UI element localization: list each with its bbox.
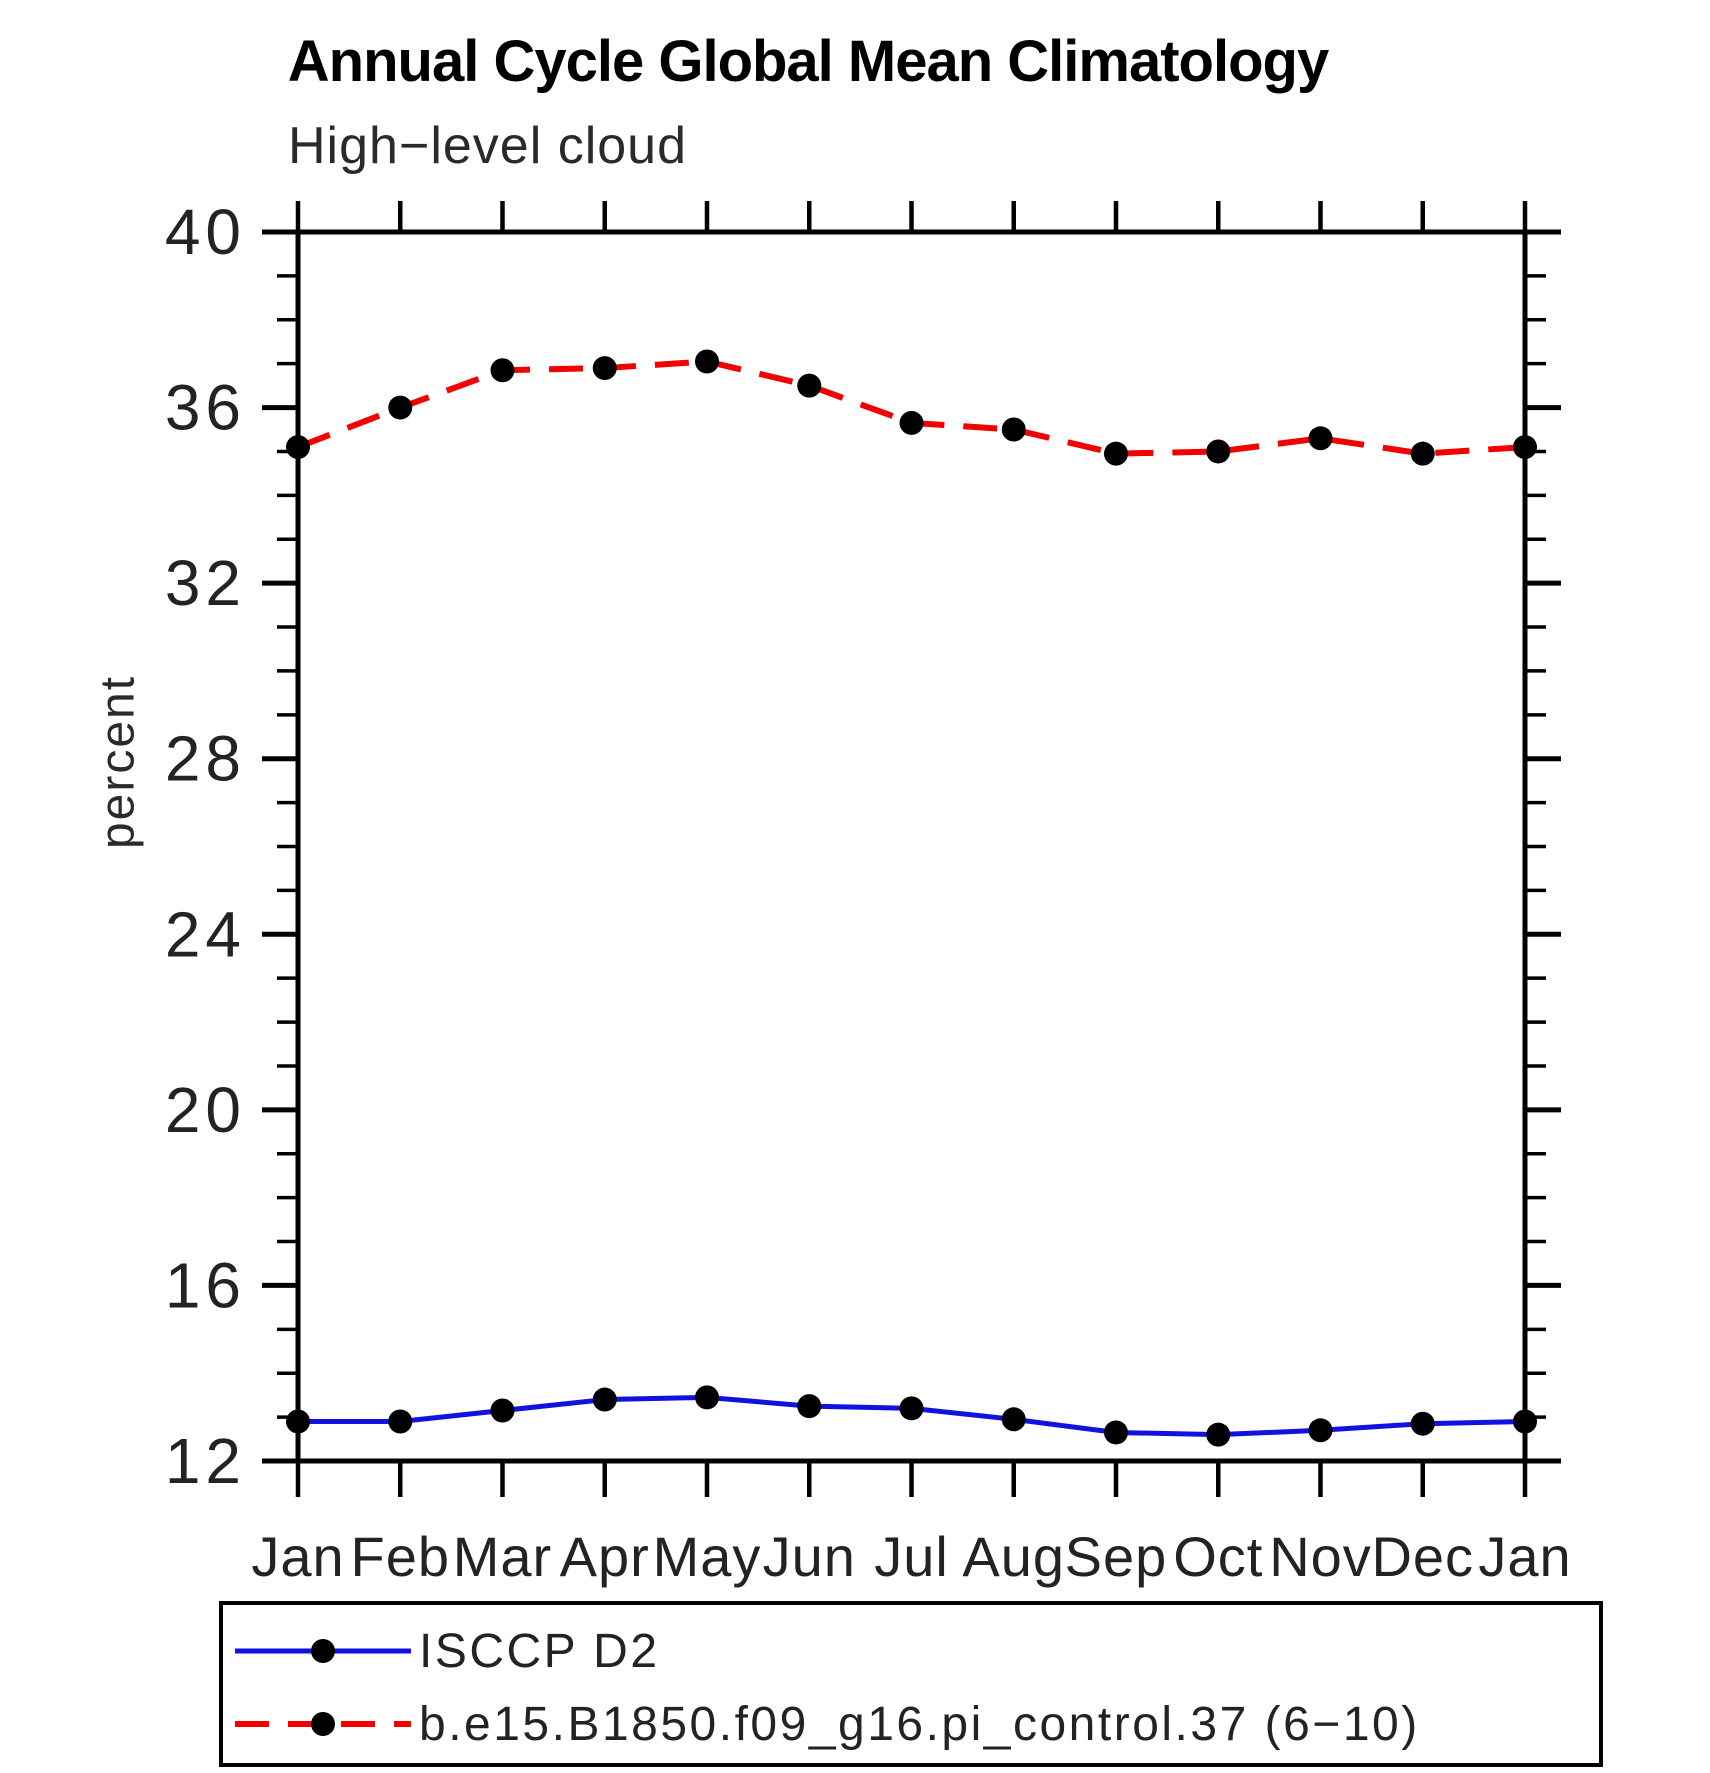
y-axis-tick-label: 24 bbox=[165, 898, 246, 970]
series-marker-1 bbox=[592, 356, 617, 381]
series-marker-0 bbox=[490, 1398, 515, 1423]
series-marker-0 bbox=[1308, 1418, 1333, 1443]
x-axis-tick-label: Apr bbox=[560, 1525, 650, 1588]
y-axis-tick-label: 32 bbox=[165, 547, 246, 619]
y-axis-tick-label: 28 bbox=[165, 723, 246, 795]
series-marker-1 bbox=[1513, 435, 1537, 460]
x-axis-tick-label: Jan bbox=[1478, 1525, 1571, 1588]
x-axis-tick-label: Dec bbox=[1371, 1525, 1474, 1588]
x-axis-tick-label: Sep bbox=[1065, 1525, 1168, 1588]
series-marker-0 bbox=[388, 1409, 413, 1434]
series-marker-1 bbox=[490, 358, 515, 383]
y-axis-tick-label: 12 bbox=[165, 1425, 246, 1497]
x-axis-tick-label: Aug bbox=[962, 1525, 1065, 1588]
series-marker-0 bbox=[1410, 1411, 1435, 1436]
legend-label-obs: ISCCP D2 bbox=[419, 1624, 660, 1678]
series-marker-0 bbox=[592, 1387, 617, 1412]
y-axis-tick-label: 36 bbox=[165, 372, 246, 444]
series-marker-1 bbox=[1410, 441, 1435, 466]
series-marker-1 bbox=[1308, 426, 1333, 451]
legend-item-model: b.e15.B1850.f09_g16.pi_control.37 (6−10) bbox=[227, 1694, 1420, 1754]
series-line-1 bbox=[296, 358, 1526, 457]
series-marker-0 bbox=[1513, 1409, 1537, 1434]
series-marker-0 bbox=[899, 1396, 924, 1421]
series-marker-0 bbox=[286, 1409, 310, 1434]
y-axis-tick-label: 16 bbox=[165, 1249, 246, 1321]
series-marker-1 bbox=[388, 395, 413, 420]
legend-dashed-line-icon bbox=[235, 1712, 411, 1736]
series-marker-1 bbox=[797, 373, 822, 398]
legend-item-obs: ISCCP D2 bbox=[227, 1621, 660, 1681]
series-marker-0 bbox=[1206, 1422, 1231, 1447]
y-axis-tick-label: 20 bbox=[165, 1074, 246, 1146]
series-marker-0 bbox=[797, 1394, 822, 1419]
x-axis-tick-label: Feb bbox=[351, 1525, 451, 1588]
series-marker-0 bbox=[1001, 1407, 1026, 1432]
x-axis-tick-label: Oct bbox=[1173, 1525, 1263, 1588]
series-marker-1 bbox=[1104, 441, 1128, 466]
series-marker-0 bbox=[1104, 1420, 1128, 1445]
series-marker-1 bbox=[899, 410, 924, 435]
x-axis-tick-label: Mar bbox=[453, 1525, 552, 1588]
series-marker-1 bbox=[1001, 417, 1026, 442]
chart-title: Annual Cycle Global Mean Climatology bbox=[287, 29, 1329, 94]
series-marker-1 bbox=[1206, 439, 1231, 464]
series-marker-1 bbox=[695, 349, 719, 374]
x-axis-tick-label: Jun bbox=[763, 1525, 856, 1588]
chart-subtitle: High−level cloud bbox=[288, 117, 688, 175]
series-marker-0 bbox=[695, 1385, 719, 1410]
legend-label-model: b.e15.B1850.f09_g16.pi_control.37 (6−10) bbox=[419, 1697, 1420, 1751]
x-axis-tick-label: Nov bbox=[1269, 1525, 1372, 1588]
plot-frame bbox=[295, 229, 1528, 1464]
y-axis-tick-label: 40 bbox=[165, 196, 246, 268]
legend-box: ISCCP D2 b.e15.B1850.f09_g16.pi_control.… bbox=[219, 1601, 1603, 1767]
series-marker-1 bbox=[286, 435, 310, 460]
x-axis-tick-label: Jan bbox=[251, 1525, 344, 1588]
x-axis-tick-label: May bbox=[653, 1525, 762, 1588]
x-axis-tick-label: Jul bbox=[874, 1525, 949, 1588]
legend-solid-line-icon bbox=[235, 1639, 411, 1663]
